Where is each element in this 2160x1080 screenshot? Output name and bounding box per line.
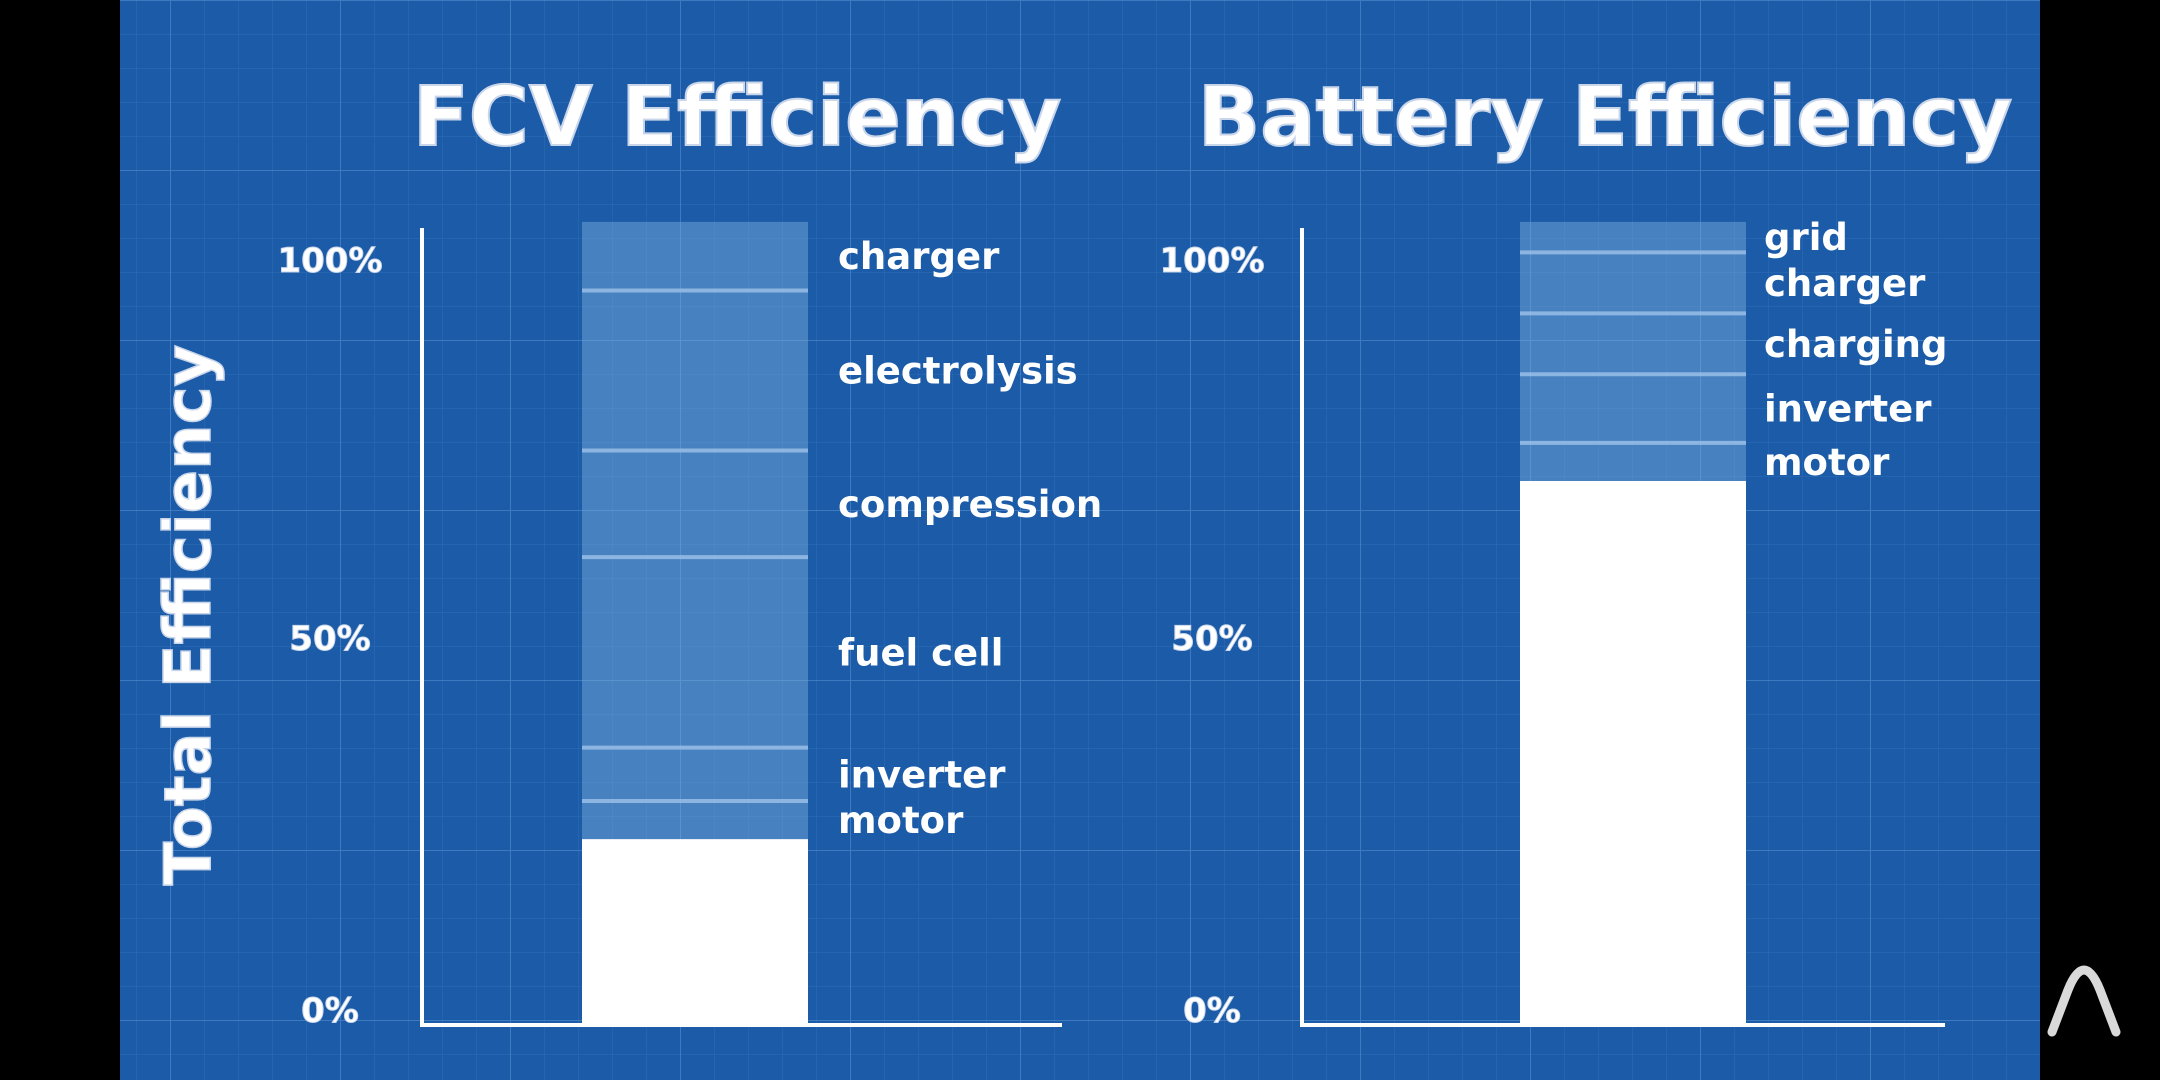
fcv-tick-50: 50%: [289, 619, 370, 659]
battery-stage-label: grid: [1764, 216, 1848, 259]
battery-stage-label: charging: [1764, 323, 1947, 366]
battery-efficiency-bar: [1520, 480, 1746, 1026]
fcv-loss-column: [582, 221, 808, 840]
battery-tick-50: 50%: [1171, 619, 1252, 659]
arch-logo-icon: [2047, 965, 2121, 1037]
fcv-stage-label: inverter: [838, 753, 1006, 796]
y-axis-label: Total Efficiency: [152, 345, 226, 886]
battery-stage-label: inverter: [1764, 388, 1932, 431]
battery-stage-label: charger: [1764, 262, 1926, 305]
battery-tick-100: 100%: [1159, 241, 1264, 281]
fcv-tick-0: 0%: [301, 991, 359, 1031]
fcv-efficiency-bar: [582, 839, 808, 1025]
fcv-chart-title: FCV Efficiency: [413, 70, 1061, 165]
fcv-bar-group: charger electrolysis compression fuel cell i…: [582, 221, 1102, 1025]
battery-stage-label: motor: [1764, 441, 1890, 484]
fcv-stage-label: fuel cell: [838, 631, 1004, 674]
fcv-axis-lines: [420, 228, 1062, 1027]
battery-chart-title: Battery Efficiency: [1198, 70, 2013, 165]
fcv-stage-label: charger: [838, 235, 1000, 278]
fcv-stage-label: electrolysis: [838, 349, 1078, 392]
battery-tick-0: 0%: [1183, 991, 1241, 1031]
fcv-stage-label: compression: [838, 483, 1102, 526]
fcv-stage-label: motor: [838, 799, 964, 842]
battery-loss-column: [1520, 221, 1746, 481]
fcv-tick-100: 100%: [277, 241, 382, 281]
